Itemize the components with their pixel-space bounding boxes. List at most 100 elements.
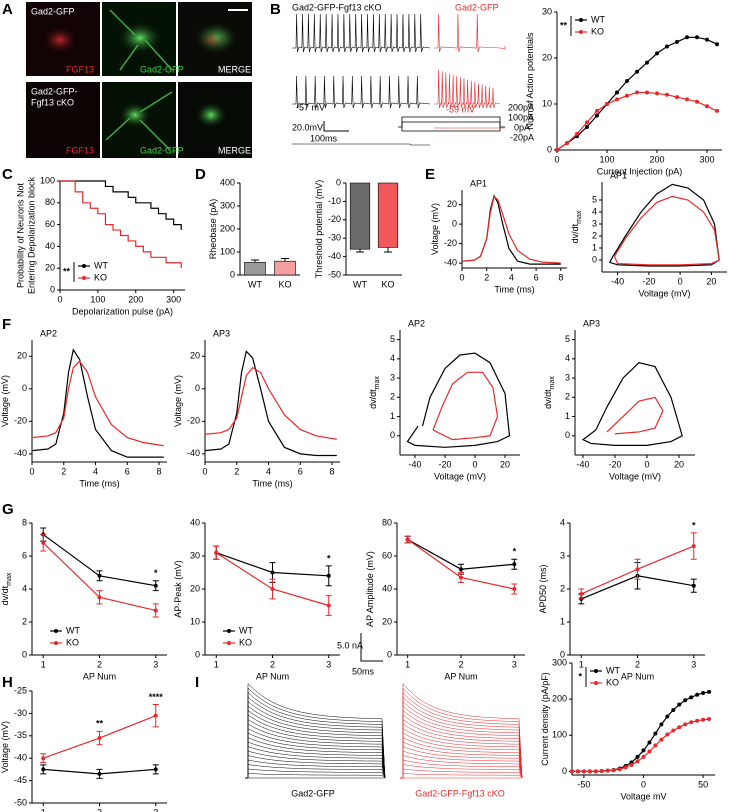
- data-point: [695, 692, 700, 697]
- x-tick-label: 0: [678, 276, 683, 286]
- x-tick-label: 50: [698, 779, 708, 789]
- trace: [400, 723, 523, 779]
- trace: [400, 759, 523, 779]
- x-axis-label: Voltage (mV): [434, 471, 486, 481]
- x-tick-label: 1: [405, 659, 410, 669]
- y-tick-label: 3: [390, 372, 395, 382]
- trace: [245, 710, 386, 779]
- series-line: [406, 352, 511, 448]
- x-tick-label: 8: [330, 466, 335, 476]
- chart-title: AP2: [408, 318, 425, 328]
- y-axis-label-text: Voltage (mV): [0, 721, 10, 773]
- data-point: [153, 608, 158, 613]
- panel-label: G: [2, 501, 14, 518]
- y-tick-label: 0: [195, 383, 200, 393]
- data-point: [665, 714, 670, 719]
- y-tick-label: 2: [565, 392, 570, 402]
- x-tick-label: 0: [57, 294, 62, 304]
- error-bar: [281, 257, 289, 262]
- data-point: [655, 91, 659, 96]
- trace: [400, 687, 523, 779]
- data-point: [615, 90, 619, 95]
- x-axis-label: Time (ms): [79, 478, 119, 488]
- y-tick-label: 200: [552, 694, 567, 704]
- y-tick-label: 20: [447, 199, 457, 209]
- y-tick-label: 20: [542, 52, 552, 62]
- y-tick-label: 2: [560, 583, 565, 593]
- y-tick-label: 20: [17, 351, 27, 361]
- data-point: [705, 37, 709, 42]
- y-axis-label-text: dv/dt: [368, 389, 378, 409]
- y-tick-label: 0: [22, 383, 27, 393]
- x-tick-label: 0: [644, 459, 649, 469]
- y-axis-label: Voltage (mV): [430, 203, 440, 255]
- x-tick-label: 20: [500, 459, 510, 469]
- x-tick-label: -50: [577, 779, 590, 789]
- data-point: [659, 737, 664, 742]
- data-point: [695, 99, 699, 104]
- y-tick-label: 5: [390, 334, 395, 344]
- y-axis-label: dv/dtmax: [0, 572, 12, 605]
- data-point: [599, 769, 604, 774]
- y-tick-label: 80: [382, 517, 392, 527]
- x-tick-label: -40: [408, 459, 421, 469]
- data-point: [629, 762, 634, 767]
- y-tick-label: 2: [390, 392, 395, 402]
- data-point: [405, 537, 410, 542]
- y-axis-label: APD50 (ms): [538, 564, 548, 613]
- trace: [245, 705, 386, 779]
- trace: [245, 737, 386, 779]
- y-axis-label: dv/dtmax: [543, 376, 555, 409]
- data-point: [655, 51, 659, 56]
- y-tick-label: -30: [328, 233, 341, 243]
- chart-title: AP1: [470, 178, 487, 188]
- data-point: [581, 769, 586, 774]
- annotation: *: [154, 568, 158, 578]
- panel-label: A: [2, 1, 13, 18]
- trace: [400, 696, 523, 779]
- x-tick-label: 0: [459, 272, 464, 282]
- data-point: [565, 141, 569, 146]
- y-tick-label: 0: [547, 144, 552, 154]
- x-tick-label: 3: [512, 659, 517, 669]
- trace-title: Gad2-GFP: [455, 2, 499, 12]
- data-point: [705, 104, 709, 109]
- data-point: [647, 740, 652, 745]
- trace: [400, 768, 523, 779]
- image-label: FGF13: [66, 145, 94, 155]
- data-point: [595, 108, 599, 113]
- trace-label: Gad2-GFP: [291, 788, 335, 798]
- data-point: [689, 695, 694, 700]
- x-tick-label: 300: [699, 154, 714, 164]
- series-line: [606, 396, 664, 435]
- trace: [400, 719, 523, 779]
- y-tick-label: 0: [195, 649, 200, 659]
- y-tick-label: 0: [565, 430, 570, 440]
- data-point: [41, 756, 46, 761]
- annotation: **: [96, 719, 104, 729]
- trace: [245, 750, 386, 779]
- data-point: [153, 713, 158, 718]
- significance: **: [63, 266, 71, 276]
- error-bar: [356, 249, 364, 253]
- data-point: [615, 97, 619, 102]
- x-axis-label: AP Num: [621, 671, 654, 681]
- data-point: [685, 35, 689, 40]
- y-tick-label: 0: [390, 430, 395, 440]
- legend-label: KO: [94, 272, 107, 282]
- trace: [245, 723, 386, 779]
- y-tick-label: 80: [45, 197, 55, 207]
- annotation: *: [327, 553, 331, 563]
- y-tick-label: 0: [22, 649, 27, 659]
- y-tick-label: -10: [328, 196, 341, 206]
- trace: [245, 741, 386, 779]
- data-point: [97, 736, 102, 741]
- y-tick-label: 40: [190, 517, 200, 527]
- x-tick-label: 4: [93, 466, 98, 476]
- x-tick-label: 2: [61, 466, 66, 476]
- y-tick-label: 3: [565, 372, 570, 382]
- trace: [245, 759, 386, 779]
- y-axis-label: Num of Action potentials: [525, 32, 535, 130]
- data-point: [707, 717, 712, 721]
